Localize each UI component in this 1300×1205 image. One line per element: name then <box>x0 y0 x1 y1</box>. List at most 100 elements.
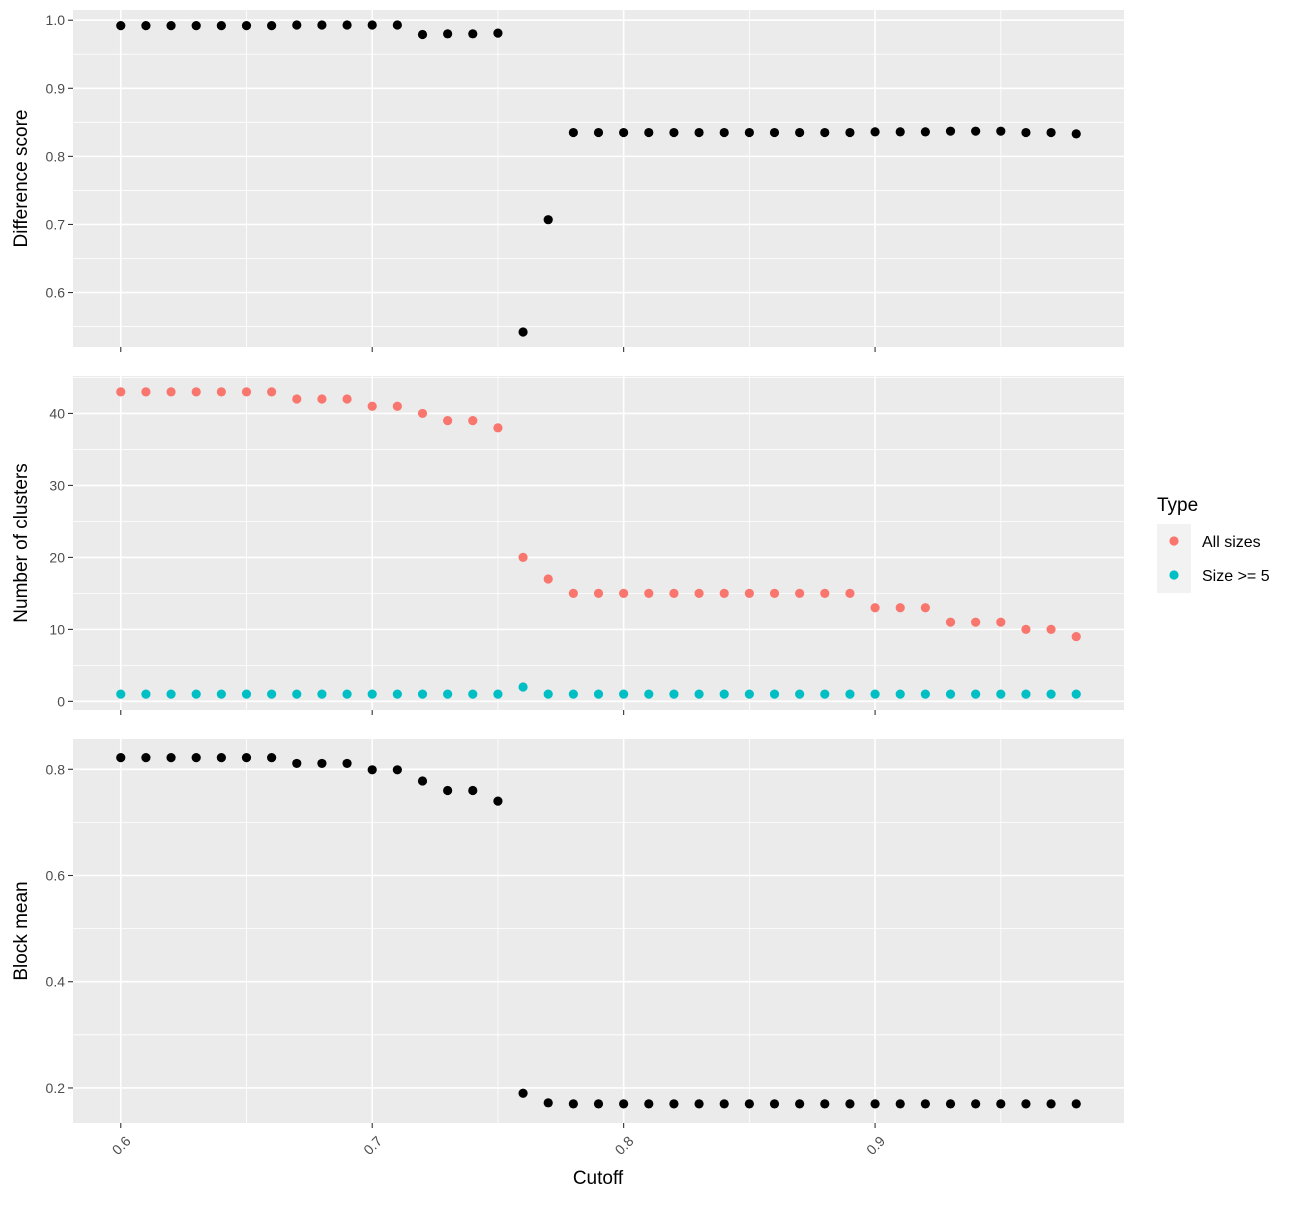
data-point <box>945 126 956 136</box>
data-point <box>1046 624 1056 634</box>
series-points <box>116 752 1081 1109</box>
series-points <box>116 20 1081 337</box>
y-tick-label: 0.7 <box>46 216 66 232</box>
data-point <box>367 401 377 411</box>
data-point <box>1071 129 1081 139</box>
data-point <box>141 387 151 397</box>
data-point <box>795 1099 805 1109</box>
panel-background <box>73 10 1124 347</box>
data-point <box>744 689 754 699</box>
data-point <box>619 1099 629 1109</box>
legend-key-background <box>1157 524 1191 593</box>
data-point <box>719 689 729 699</box>
data-point <box>795 689 805 699</box>
data-point <box>367 765 377 775</box>
data-point <box>895 127 905 137</box>
data-point <box>820 689 830 699</box>
data-point <box>669 1099 679 1109</box>
y-axis-title: Difference score <box>11 110 32 248</box>
data-point <box>920 689 930 699</box>
data-point <box>568 689 578 699</box>
data-point <box>443 29 453 39</box>
data-point <box>141 21 151 31</box>
y-tick-label: 0.9 <box>46 80 66 96</box>
legend-label: All sizes <box>1202 534 1261 551</box>
data-point <box>719 1099 729 1109</box>
data-point <box>443 785 453 796</box>
data-point <box>241 21 252 31</box>
data-point <box>292 758 302 769</box>
data-point <box>593 588 604 598</box>
y-tick-label: 20 <box>49 549 65 565</box>
data-point <box>116 21 126 31</box>
y-tick-label: 0.4 <box>46 974 66 990</box>
data-point <box>267 21 277 31</box>
data-point <box>619 689 629 699</box>
data-point <box>518 682 528 692</box>
data-point <box>945 1099 956 1109</box>
data-point <box>895 1099 905 1109</box>
data-point <box>267 387 277 397</box>
y-tick-label: 0.6 <box>46 867 66 883</box>
data-point <box>644 1099 654 1109</box>
y-tick-label: 30 <box>49 477 65 493</box>
y-tick-label: 10 <box>49 621 65 637</box>
data-point <box>920 603 930 613</box>
data-point <box>216 752 226 763</box>
data-point <box>342 394 352 404</box>
data-point <box>694 588 704 598</box>
data-point <box>769 588 780 598</box>
data-point <box>191 387 201 397</box>
data-point <box>342 20 352 30</box>
data-point <box>568 1099 578 1109</box>
data-point <box>392 20 402 30</box>
data-point <box>317 394 327 404</box>
data-point <box>971 689 981 699</box>
data-point <box>1046 689 1056 699</box>
data-point <box>1021 1099 1031 1109</box>
data-point <box>820 588 830 598</box>
data-point <box>141 689 151 699</box>
data-point <box>317 20 327 30</box>
data-point <box>870 127 880 137</box>
data-point <box>116 689 126 699</box>
data-point <box>694 689 704 699</box>
data-point <box>417 408 428 419</box>
data-point <box>619 127 629 138</box>
data-point <box>945 689 956 699</box>
x-tick-label: 0.9 <box>863 1133 888 1158</box>
data-point <box>996 1099 1006 1109</box>
data-point <box>342 689 352 699</box>
data-point <box>543 215 553 225</box>
data-point <box>241 387 252 397</box>
data-point <box>292 689 302 699</box>
data-point <box>468 689 478 699</box>
panel-background <box>73 739 1124 1123</box>
legend: All sizes Size >= 5 <box>1157 524 1270 593</box>
data-point <box>719 127 729 138</box>
data-point <box>945 617 956 627</box>
data-point <box>568 127 578 138</box>
y-tick-label: 0.6 <box>46 285 66 301</box>
data-point <box>141 752 151 763</box>
data-point <box>166 689 176 699</box>
data-point <box>870 603 880 613</box>
data-point <box>392 689 402 699</box>
x-tick-label: 0.8 <box>612 1133 637 1158</box>
data-point <box>543 574 553 584</box>
data-point <box>744 1099 754 1109</box>
data-point <box>870 689 880 699</box>
x-tick-label: 0.6 <box>109 1133 134 1158</box>
data-point <box>518 552 528 563</box>
data-point <box>895 603 905 613</box>
data-point <box>241 752 252 763</box>
data-point <box>317 758 327 769</box>
data-point <box>1046 127 1056 138</box>
data-point <box>216 387 226 397</box>
data-point <box>1071 689 1081 699</box>
data-point <box>292 20 302 30</box>
data-point <box>845 1099 855 1109</box>
legend-label: Size >= 5 <box>1202 568 1270 585</box>
y-axis-title: Number of clusters <box>11 463 32 622</box>
data-point <box>493 689 503 699</box>
